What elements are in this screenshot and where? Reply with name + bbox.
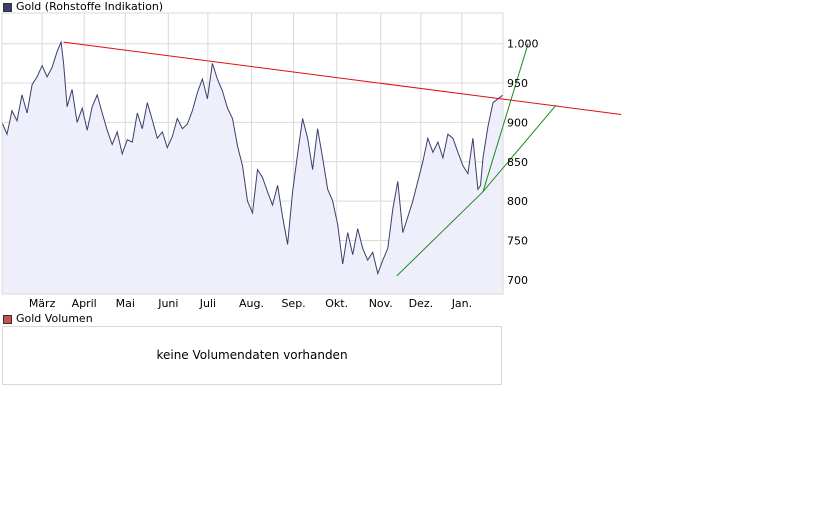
x-tick-label: Mai	[116, 297, 135, 310]
x-tick-label: Aug.	[239, 297, 264, 310]
y-tick-label: 1.000	[507, 38, 539, 51]
x-tick-label: April	[72, 297, 97, 310]
volume-panel: keine Volumendaten vorhanden	[2, 326, 502, 385]
price-legend-swatch	[3, 2, 12, 12]
trendlines	[63, 41, 622, 277]
price-legend: Gold (Rohstoffe Indikation)	[3, 1, 163, 13]
x-tick-label: Juli	[199, 297, 216, 310]
plot-frame	[1, 12, 504, 295]
x-tick-label: Nov.	[369, 297, 393, 310]
y-tick-label: 750	[507, 234, 528, 247]
volume-legend: Gold Volumen	[3, 313, 93, 325]
price-line	[2, 40, 503, 276]
x-tick-label: März	[29, 297, 56, 310]
x-tick-label: Jan.	[451, 297, 472, 310]
y-tick-label: 700	[507, 274, 528, 287]
price-legend-label: Gold (Rohstoffe Indikation)	[16, 0, 164, 13]
y-tick-label: 950	[507, 77, 528, 90]
trendline-resistance	[63, 41, 622, 115]
price-chart: 1.000 950 900 850 800 750 700 März April Mai Juni…	[1, 12, 622, 310]
x-tick-label: Okt.	[325, 297, 348, 310]
x-tick-label: Dez.	[409, 297, 434, 310]
trendline-support-steep	[482, 43, 529, 192]
y-tick-label: 900	[507, 116, 528, 129]
volume-legend-label: Gold Volumen	[16, 312, 93, 325]
price-area	[2, 42, 503, 294]
y-tick-label: 800	[507, 195, 528, 208]
x-tick-label: Sep.	[281, 297, 305, 310]
volume-empty-message: keine Volumendaten vorhanden	[156, 348, 348, 362]
y-axis-labels: 1.000 950 900 850 800 750 700	[507, 38, 539, 287]
volume-legend-swatch	[3, 314, 12, 324]
y-tick-label: 850	[507, 156, 528, 169]
x-axis-labels: März April Mai Juni Juli Aug. Sep. Okt. Nov. Dez.…	[29, 297, 472, 310]
x-tick-label: Juni	[157, 297, 178, 310]
